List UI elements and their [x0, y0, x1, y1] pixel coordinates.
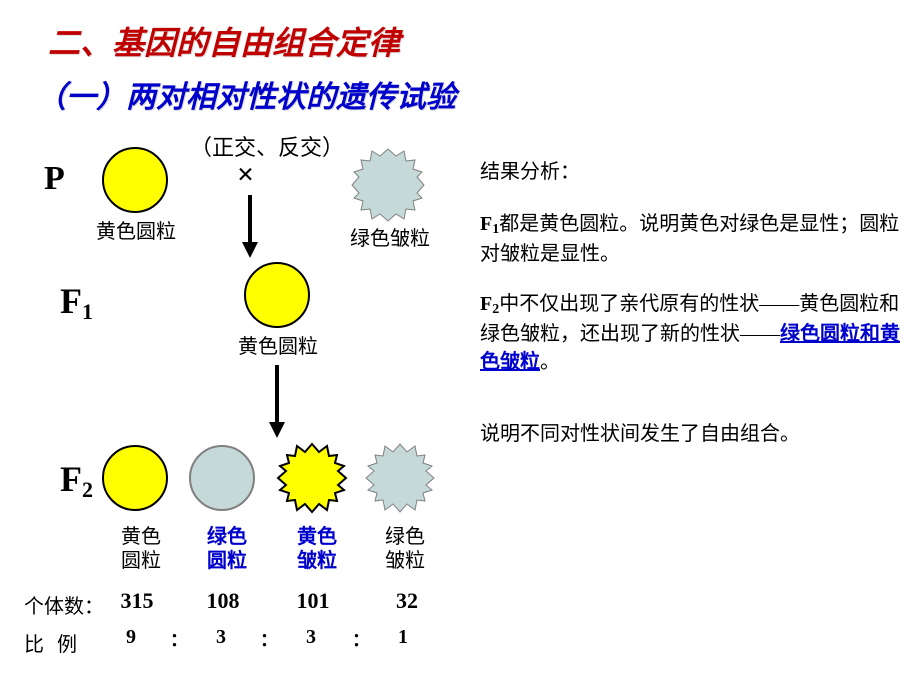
ratio-v3: 3 — [306, 626, 316, 649]
title-sub: （一）两对相对性状的遗传试验 — [36, 72, 456, 116]
ratio-v2: 3 — [216, 626, 226, 649]
f2-yr-label-2: 圆粒 — [116, 544, 166, 573]
analysis-p1-f: F — [480, 213, 492, 235]
f2-yellow-round-icon — [103, 446, 167, 510]
arrow-p-to-f1-head — [242, 242, 258, 258]
ratio-c2: ： — [260, 626, 278, 652]
ratio-label: 比 例 — [24, 628, 81, 657]
ratio-v1: 9 — [126, 626, 136, 649]
f2-green-round-icon — [190, 446, 254, 510]
analysis-p2: F2中不仅出现了亲代原有的性状——黄色圆粒和绿色皱粒，还出现了新的性状——绿色圆… — [480, 290, 900, 376]
p-yellow-round-label: 黄色圆粒 — [96, 215, 176, 244]
count-gw: 32 — [382, 588, 432, 614]
ratio-c3: ： — [352, 626, 370, 652]
arrow-f1-to-f2-head — [269, 422, 285, 438]
analysis-p3: 说明不同对性状间发生了自由组合。 — [480, 420, 900, 448]
p-green-wrinkled-icon — [352, 149, 424, 221]
f2-gw-label-2: 皱粒 — [380, 544, 430, 573]
title-main: 二、基因的自由组合定律 — [48, 18, 400, 64]
f1-yellow-round-icon — [245, 263, 309, 327]
counts-label: 个体数： — [24, 590, 104, 619]
f2-yw-label-2: 皱粒 — [292, 544, 342, 573]
analysis-p2-end: 。 — [540, 351, 560, 373]
ratio-v4: 1 — [398, 626, 408, 649]
f1-yellow-round-label: 黄色圆粒 — [238, 330, 318, 359]
count-gr: 108 — [198, 588, 248, 614]
analysis-heading: 结果分析： — [480, 158, 900, 186]
f2-green-wrinkled-icon — [366, 444, 434, 512]
p-yellow-round-icon — [103, 148, 167, 212]
analysis-p1-body: 都是黄色圆粒。说明黄色对绿色是显性；圆粒对皱粒是显性。 — [480, 213, 899, 265]
analysis-p2-f: F — [480, 293, 492, 315]
ratio-c1: ： — [170, 626, 188, 652]
f2-gr-label-2: 圆粒 — [202, 544, 252, 573]
analysis-p1: F1都是黄色圆粒。说明黄色对绿色是显性；圆粒对皱粒是显性。 — [480, 210, 900, 268]
p-green-wrinkled-label: 绿色皱粒 — [350, 222, 430, 251]
count-yw: 101 — [288, 588, 338, 614]
f2-yellow-wrinkled-icon — [278, 444, 346, 512]
count-yr: 315 — [112, 588, 162, 614]
